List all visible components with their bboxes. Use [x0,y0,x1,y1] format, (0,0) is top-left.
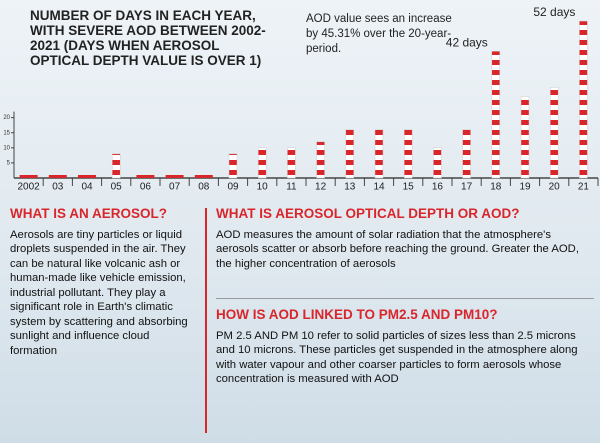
divider [205,208,207,433]
section-body: PM 2.5 AND PM 10 refer to solid particle… [216,329,578,386]
bar [491,50,501,179]
y-tick-label: 10 [3,145,10,151]
section-heading: HOW IS AOD LINKED TO PM2.5 AND PM10? [216,307,498,322]
data-label: 52 days [533,5,575,19]
bar [78,175,96,178]
bar [48,175,67,178]
x-tick-label: 2002 [17,182,40,193]
y-tick-label: 15 [3,130,10,136]
section-heading: WHAT IS AN AEROSOL? [10,206,167,221]
x-tick-label: 12 [315,182,327,193]
bar [228,153,238,179]
x-tick-label: 18 [490,182,502,193]
x-tick-label: 09 [227,182,239,193]
bar [462,129,471,179]
bar [111,153,121,179]
section-body: Aerosols are tiny particles or liquid dr… [10,228,188,357]
x-tick-label: 21 [578,182,590,193]
annotation: AOD value sees an increase by 45.31% ove… [306,13,452,55]
x-tick-label: 06 [140,182,152,193]
section: WHAT IS AEROSOL OPTICAL DEPTH OR AOD? AO… [216,206,594,271]
x-tick-label: 08 [198,182,210,193]
x-tick-label: 13 [344,182,356,193]
section: HOW IS AOD LINKED TO PM2.5 AND PM10? PM … [216,307,586,387]
data-label: 42 days [446,35,488,49]
bar [194,175,213,178]
bar [257,147,267,179]
x-tick-label: 17 [461,182,473,193]
bar [136,175,155,178]
y-tick-label: 5 [7,160,11,166]
bar [316,141,325,179]
x-tick-label: 03 [52,182,64,193]
bar [165,175,184,178]
bar [374,129,384,179]
x-tick-label: 19 [519,182,531,193]
x-tick-label: 05 [111,182,123,193]
x-tick-label: 10 [257,182,269,193]
divider [216,298,594,299]
x-tick-label: 07 [169,182,181,193]
bar [19,175,38,178]
bar [579,20,588,179]
x-tick-label: 15 [403,182,415,193]
x-tick-label: 11 [286,182,297,193]
bar [520,96,530,179]
bar [403,129,413,179]
chart: 5 10 15 20 2002 03 04 05 06 07 08 09 10 11 12 13 14 15 16 1… [3,5,599,193]
section-heading: WHAT IS AEROSOL OPTICAL DEPTH OR AOD? [216,206,520,221]
chart-title: NUMBER OF DAYS IN EACH YEAR, WITH SEVERE… [30,8,266,68]
bar [433,147,442,179]
section: WHAT IS AN AEROSOL? Aerosols are tiny pa… [10,206,198,358]
bar [549,87,559,179]
y-tick-label: 20 [3,115,10,121]
bar [345,129,355,179]
section-body: AOD measures the amount of solar radiati… [216,228,579,270]
x-tick-label: 20 [549,182,561,193]
x-tick-label: 16 [432,182,444,193]
x-tick-label: 14 [373,182,385,193]
x-tick-label: 04 [81,182,93,193]
bar [287,147,296,179]
